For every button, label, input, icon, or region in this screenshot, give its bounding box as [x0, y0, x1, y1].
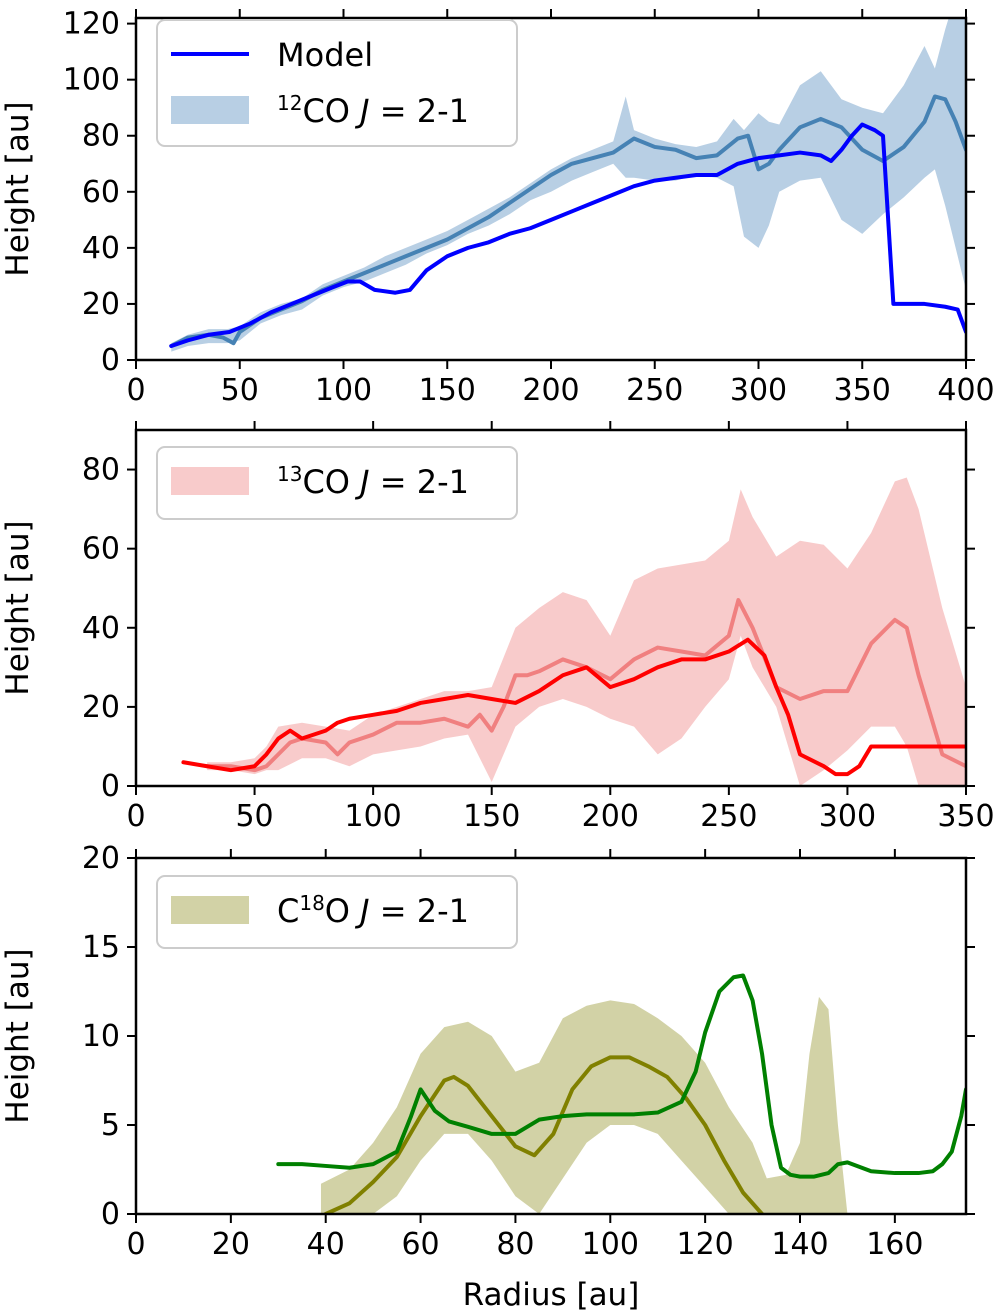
- x-tick-label: 160: [866, 1227, 923, 1262]
- x-tick-label: 20: [212, 1227, 250, 1262]
- panel-c18o: 0 20 40 60 80 100 120 140 160 0 5 10 15 20 Height [au]…: [0, 841, 975, 1313]
- y-tick-label: 15: [82, 930, 120, 965]
- x-tick-label: 140: [771, 1227, 828, 1262]
- y-tick-label: 100: [63, 63, 120, 98]
- x-tick-label: 120: [677, 1227, 734, 1262]
- legend-frame: [156, 446, 518, 520]
- y-tick-label: 60: [82, 532, 120, 567]
- y-tick-label: 40: [82, 231, 120, 266]
- y-tick-label: 0: [101, 343, 120, 378]
- x-tick-label: 0: [126, 373, 145, 408]
- x-tick-label: 0: [126, 1227, 145, 1262]
- observed-line: [323, 1055, 765, 1214]
- y-tick-label: 20: [82, 841, 120, 876]
- x-tick-label: 100: [315, 373, 372, 408]
- x-tick-label: 50: [221, 373, 259, 408]
- y-tick-label: 20: [82, 287, 120, 322]
- legend-label: 12CO J = 2-1: [277, 91, 469, 130]
- plot-area: [169, 18, 966, 352]
- x-tick-label: 80: [496, 1227, 534, 1262]
- x-tick-label: 50: [235, 799, 273, 834]
- x-tick-label: 400: [937, 373, 994, 408]
- x-tick-label: 150: [463, 799, 520, 834]
- x-axis-label: Radius [au]: [463, 1277, 640, 1313]
- model-line: [181, 637, 966, 777]
- uncertainty-band: [320, 996, 848, 1214]
- x-tick-label: 350: [834, 373, 891, 408]
- y-tick-label: 80: [82, 453, 120, 488]
- x-tick-label: 300: [819, 799, 876, 834]
- uncertainty-band: [171, 18, 966, 352]
- x-tick-label: 200: [522, 373, 579, 408]
- x-tick-label: 200: [582, 799, 639, 834]
- panel-12co: 0 50 100 150 200 250 300 350 400 0 20 40 60 80 100 120 H…: [0, 7, 995, 408]
- panel-13co: 0 50 100 150 200 250 300 350 0 20 40 60 80 Height [au…: [0, 421, 995, 834]
- y-tick-label: 0: [101, 769, 120, 804]
- x-tick-label: 350: [937, 799, 994, 834]
- y-tick-label: 60: [82, 175, 120, 210]
- y-tick-label: 80: [82, 119, 120, 154]
- model-line: [169, 122, 966, 348]
- plot-area: [181, 477, 966, 786]
- legend-frame: [156, 875, 518, 949]
- x-tick-label: 250: [626, 373, 683, 408]
- legend: 13CO J = 2-1: [156, 446, 518, 520]
- x-tick-label: 150: [419, 373, 476, 408]
- y-tick-label: 40: [82, 611, 120, 646]
- axes-frame: [134, 428, 968, 788]
- observed-line: [205, 598, 966, 773]
- y-axis-label: Height [au]: [0, 101, 36, 276]
- legend-label: C18O J = 2-1: [277, 891, 469, 930]
- model-line: [276, 973, 966, 1179]
- y-axis-label: Height [au]: [0, 520, 36, 695]
- y-tick-label: 10: [82, 1019, 120, 1054]
- y-tick-label: 20: [82, 690, 120, 725]
- x-tick-label: 250: [700, 799, 757, 834]
- x-tick-label: 40: [307, 1227, 345, 1262]
- legend-label: 13CO J = 2-1: [277, 462, 469, 501]
- legend-handle-band: [171, 96, 249, 124]
- legend-label: Model: [277, 36, 373, 74]
- y-axis-label: Height [au]: [0, 948, 36, 1123]
- y-tick-label: 120: [63, 7, 120, 42]
- legend-handle-band: [171, 467, 249, 495]
- x-tick-label: 0: [126, 799, 145, 834]
- legend-handle-band: [171, 896, 249, 924]
- x-tick-label: 300: [730, 373, 787, 408]
- x-tick-label: 100: [582, 1227, 639, 1262]
- x-tick-label: 60: [401, 1227, 439, 1262]
- y-tick-label: 5: [101, 1108, 120, 1143]
- plot-area: [276, 973, 966, 1214]
- legend: C18O J = 2-1: [156, 875, 518, 949]
- x-tick-label: 100: [345, 799, 402, 834]
- y-tick-label: 0: [101, 1197, 120, 1232]
- legend: Model 12CO J = 2-1: [156, 19, 518, 147]
